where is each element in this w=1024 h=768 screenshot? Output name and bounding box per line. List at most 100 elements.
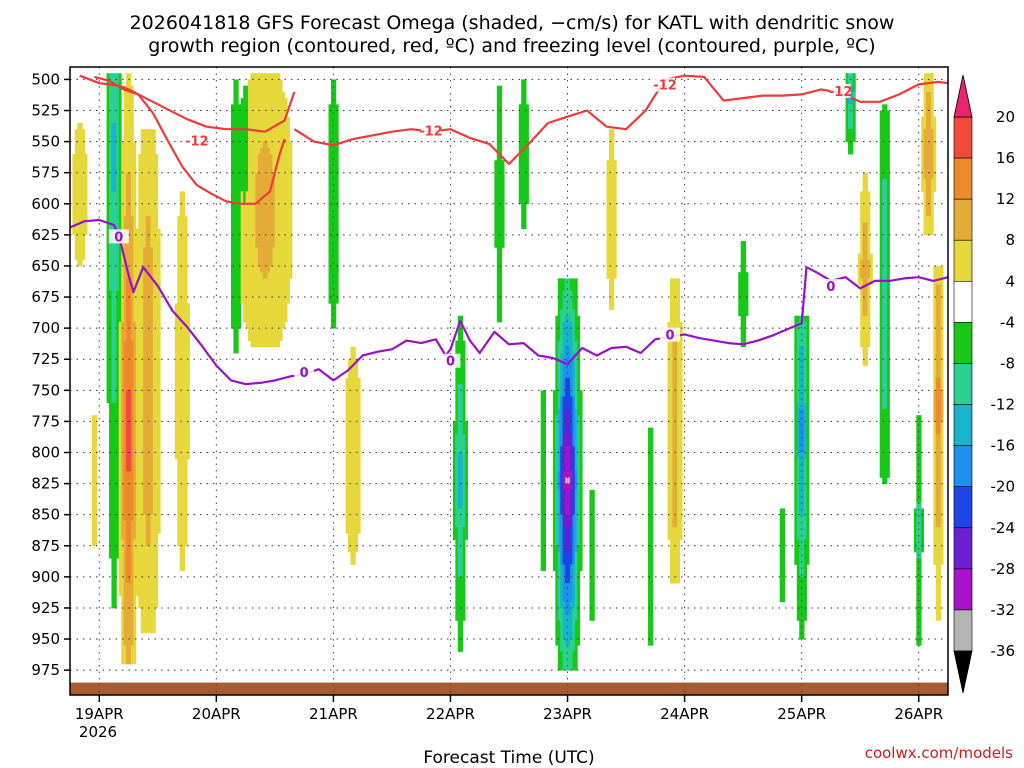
colorbar: 20 16 12 8 4 -4 -8 -12 -16 -20 -24 -28 -32 -36 <box>953 74 1016 694</box>
omega-cell <box>882 408 885 484</box>
omega-cell <box>674 334 678 528</box>
omega-cell <box>252 73 256 348</box>
omega-cell <box>569 489 573 528</box>
colorbar-tick-label: -16 <box>991 437 1016 455</box>
omega-cell <box>579 390 583 572</box>
omega-cell <box>562 471 566 491</box>
omega-cell <box>155 154 159 609</box>
omega-cell <box>926 216 929 236</box>
omega-cell <box>562 321 566 360</box>
freezing-level-label: 0 <box>826 280 835 295</box>
omega-cell <box>938 377 942 435</box>
omega-cell <box>613 160 617 279</box>
omega-cell <box>926 91 929 217</box>
dgz-label: -12 <box>185 135 209 150</box>
omega-cell <box>572 564 576 609</box>
omega-cell <box>330 79 334 329</box>
colorbar-swatch <box>953 363 973 405</box>
omega-cell <box>560 396 564 447</box>
colorbar-swatch <box>953 239 973 282</box>
omega-cell <box>518 104 522 205</box>
omega-cell <box>277 73 281 348</box>
contour-label-bg <box>420 123 441 138</box>
omega-cell <box>572 651 576 671</box>
omega-cell <box>74 129 78 261</box>
omega-cell <box>457 576 461 652</box>
omega-cell <box>118 73 122 323</box>
omega-cell <box>455 527 459 621</box>
omega-cell <box>567 477 571 484</box>
freezing-level-contour <box>69 218 949 386</box>
omega-cell <box>557 471 561 491</box>
omega-cell <box>109 73 112 292</box>
omega-cell <box>860 191 864 261</box>
omega-cell <box>567 551 571 584</box>
omega-cell <box>260 147 264 273</box>
omega-cell <box>260 272 264 348</box>
omega-cell <box>799 514 803 578</box>
omega-cell <box>157 228 161 534</box>
omega-cell <box>574 620 578 671</box>
omega-cell <box>560 278 564 310</box>
colorbar-swatch <box>953 116 973 159</box>
y-tick-label: 875 <box>31 537 60 555</box>
omega-cell <box>250 73 254 348</box>
omega-cell <box>650 427 654 646</box>
omega-cell <box>230 104 234 329</box>
omega-cell <box>121 321 125 540</box>
omega-cell <box>801 315 805 348</box>
omega-cell <box>452 421 456 540</box>
omega-cell <box>130 85 134 217</box>
omega-cell <box>848 129 851 155</box>
omega-cell <box>262 278 266 348</box>
omega-cell <box>569 639 573 671</box>
omega-cell <box>265 73 268 143</box>
colorbar-tick-label: 12 <box>996 190 1015 208</box>
omega-cell <box>145 545 149 634</box>
omega-cell <box>148 545 151 634</box>
omega-cell <box>272 73 276 174</box>
omega-cell <box>672 334 676 528</box>
contour-label-bg <box>108 229 129 244</box>
omega-cell <box>494 160 498 248</box>
omega-cell <box>565 614 568 646</box>
omega-cell <box>255 172 259 248</box>
omega-cell <box>182 191 186 572</box>
omega-cell <box>113 122 117 192</box>
omega-cell <box>187 303 190 460</box>
omega-cell <box>884 104 888 180</box>
omega-cell <box>801 576 805 640</box>
omega-cell <box>567 583 571 615</box>
omega-cell <box>284 98 288 323</box>
omega-cell <box>648 427 651 646</box>
y-tick-label: 675 <box>31 288 60 306</box>
omega-cell <box>562 278 566 292</box>
omega-cell <box>916 415 920 503</box>
omega-cell <box>143 514 147 634</box>
omega-cell <box>457 508 461 578</box>
omega-cell <box>177 216 181 547</box>
omega-cell <box>128 278 132 391</box>
omega-cell <box>935 377 939 435</box>
omega-cell <box>674 527 678 584</box>
omega-cell <box>667 321 671 540</box>
omega-cell <box>560 564 564 609</box>
omega-cell <box>669 278 673 584</box>
omega-cell <box>243 85 246 205</box>
omega-cell <box>567 483 571 516</box>
grid <box>70 67 948 695</box>
omega-cell <box>91 415 95 547</box>
x-tick-label: 24APR <box>660 705 709 723</box>
omega-cell <box>799 576 803 640</box>
omega-cell <box>243 203 246 323</box>
y-tick-label: 650 <box>31 257 60 275</box>
omega-cell <box>562 601 566 640</box>
colorbar-tick-label: 4 <box>1005 272 1015 290</box>
omega-cell <box>235 79 239 354</box>
omega-cell <box>565 346 568 379</box>
omega-cell <box>923 73 927 130</box>
omega-cell <box>850 104 854 130</box>
colorbar-tick-label: 20 <box>996 108 1015 126</box>
omega-cell <box>918 558 922 646</box>
omega-cell <box>560 514 564 565</box>
